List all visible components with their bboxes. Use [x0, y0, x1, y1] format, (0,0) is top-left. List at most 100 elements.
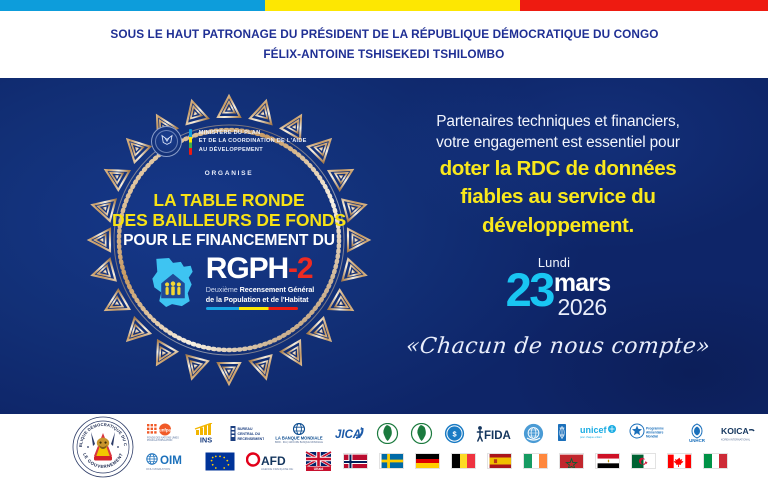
ministry-line-3: AU DÉVELOPPEMENT [198, 146, 263, 153]
flag-egypt [595, 453, 620, 469]
rgph-subtitle-line-1: Deuxième Recensement Général [205, 285, 315, 295]
rgph-main-text: RGPH [205, 251, 289, 285]
svg-text:CENTRAL DU: CENTRAL DU [238, 432, 261, 436]
svg-text:$: $ [452, 429, 456, 438]
ministry-identity: MINISTÈRE DU PLAN ET DE LA COORDINATION … [151, 126, 306, 157]
jica-logo: JICA [334, 423, 365, 444]
flag-canada [667, 453, 692, 469]
unhcr-logo: UNHCR [684, 422, 710, 444]
svg-text:unicef: unicef [580, 425, 608, 435]
svg-text:RECENSEMENT: RECENSEMENT [238, 437, 265, 441]
partner-logo-row-2: OIM ONU MIGRATION [146, 449, 768, 474]
rgph-tricolor-underline [205, 306, 298, 311]
event-date: Lundi 23 mars 2026 [505, 256, 612, 321]
svg-text:KOICA: KOICA [721, 426, 749, 436]
patronage-line-2: FÉLIX-ANTOINE TSHISEKEDI TSHILOMBO [263, 46, 505, 61]
flag-norway [343, 453, 368, 469]
rgph-subtitle-thin: Deuxième [205, 285, 240, 295]
union-europeenne-logo [205, 451, 235, 472]
afd-logo: AFD AGENCE FRANÇAISE DE DÉVELOPPEMENT [246, 451, 294, 472]
svg-text:Programme: Programme [646, 426, 664, 430]
ministry-color-bars [189, 128, 192, 155]
fmi-logo: $ [444, 423, 465, 444]
svg-text:OIM: OIM [160, 454, 182, 467]
tricolor-blue-segment [0, 0, 265, 11]
unfpa-logo: unfpa FONDS DES NATIONS UNIES POUR LA PO… [146, 423, 182, 444]
drc-map-house-icon [152, 257, 193, 308]
partners-footer: RÉPUBLIQUE DÉMOCRATIQUE DU CONGO LE GOUV… [0, 412, 768, 480]
svg-text:UKaid: UKaid [314, 467, 324, 471]
flag-algeria [631, 453, 656, 469]
intro-line-2: votre engagement est essentiel pour [436, 133, 680, 151]
svg-text:Alimentaire: Alimentaire [646, 430, 664, 434]
patronage-header: SOUS LE HAUT PATRONAGE DU PRÉSIDENT DE L… [0, 11, 768, 78]
fida-logo: FIDA [476, 423, 512, 444]
event-emblem-block: MINISTÈRE DU PLAN ET DE LA COORDINATION … [84, 78, 374, 414]
event-title-line-3: POUR LE FINANCEMENT DU [123, 231, 335, 249]
svg-text:BUREAU: BUREAU [238, 427, 253, 431]
patronage-line-1: SOUS LE HAUT PATRONAGE DU PRÉSIDENT DE L… [109, 27, 659, 42]
highlight-line-2: fiables au service du [460, 185, 656, 209]
tricolor-yellow-segment [265, 0, 520, 11]
partner-logo-row-1: unfpa FONDS DES NATIONS UNIES POUR LA PO… [146, 421, 768, 446]
flag-germany [415, 453, 440, 469]
tricolor-red-segment [520, 0, 768, 11]
date-month: mars [553, 269, 611, 298]
rgph-suffix: -2 [288, 251, 314, 285]
svg-text:FONDS DES NATIONS UNIES: FONDS DES NATIONS UNIES [147, 436, 179, 439]
svg-text:JICA: JICA [335, 429, 361, 441]
ministry-line-1: MINISTÈRE DU PLAN [198, 129, 261, 136]
flag-belgium [451, 453, 476, 469]
flag-ireland [523, 453, 548, 469]
organise-label: ORGANISE [204, 170, 254, 177]
rgph-logo: RGPH-2 Deuxième Recensement Général de l… [144, 251, 315, 311]
svg-text:unfpa: unfpa [159, 427, 172, 432]
svg-text:POUR LA POPULATION: POUR LA POPULATION [147, 439, 173, 442]
intro-line-1: Partenaires techniques et financiers, [436, 113, 680, 130]
flag-spain [487, 453, 512, 469]
ministry-seal-icon [151, 126, 183, 157]
unicef-logo: unicef pour chaque enfant [580, 423, 618, 444]
date-year: 2026 [557, 294, 608, 321]
union-africaine-logo [376, 422, 399, 444]
pam-logo: Programme Alimentaire Mondial [629, 423, 673, 444]
government-seal: RÉPUBLIQUE DÉMOCRATIQUE DU CONGO LE GOUV… [70, 412, 134, 478]
highlight-line-1: doter la RDC de données [439, 157, 677, 181]
koica-logo: KOICA KOREA INTERNATIONAL [721, 423, 755, 444]
svg-text:FIDA: FIDA [484, 430, 511, 442]
flag-morocco [559, 453, 584, 469]
svg-text:AFD: AFD [261, 454, 286, 468]
ministry-name: MINISTÈRE DU PLAN ET DE LA COORDINATION … [199, 129, 307, 155]
svg-text:KOREA INTERNATIONAL: KOREA INTERNATIONAL [721, 438, 751, 441]
date-day: 23 [505, 263, 556, 317]
ins-logo: INS [193, 422, 219, 444]
event-title-line-2: DES BAILLEURS DE FONDS [111, 210, 347, 231]
flag-italy [703, 453, 728, 469]
event-slogan: «Chacun de nous compte» [404, 334, 712, 360]
svg-text:ONU MIGRATION: ONU MIGRATION [146, 467, 170, 471]
main-banner: MINISTÈRE DU PLAN ET DE LA COORDINATION … [0, 78, 768, 414]
pnud-logo [555, 423, 569, 444]
svg-text:AGENCE FRANÇAISE DE DÉVELOPPEM: AGENCE FRANÇAISE DE DÉVELOPPEMENT [261, 466, 294, 471]
banque-mondiale-logo: LA BANQUE MONDIALE BIRD · IDA | GROUPE B… [275, 422, 323, 444]
message-block: Partenaires techniques et financiers, vo… [388, 78, 728, 414]
rgph-subtitle-bold: Recensement Général [239, 285, 315, 295]
svg-text:UNHCR: UNHCR [689, 438, 706, 443]
svg-text:BIRD · IDA | GROUPE BANQUE MON: BIRD · IDA | GROUPE BANQUE MONDIALE [275, 441, 323, 444]
nations-unies-logo [523, 423, 544, 444]
svg-text:INS: INS [200, 435, 212, 444]
svg-text:LA BANQUE MONDIALE: LA BANQUE MONDIALE [275, 435, 322, 440]
ministry-line-2: ET DE LA COORDINATION DE L'AIDE [198, 138, 307, 145]
svg-text:pour chaque enfant: pour chaque enfant [580, 436, 602, 439]
tricolor-bar [0, 0, 768, 11]
svg-text:Mondial: Mondial [646, 434, 658, 438]
uk-aid-logo: UKaid [305, 450, 332, 472]
oim-logo: OIM ONU MIGRATION [146, 451, 194, 472]
rgph-subtitle-line-2: de la Population et de l'Habitat [205, 294, 309, 304]
partner-logos: unfpa FONDS DES NATIONS UNIES POUR LA PO… [146, 421, 768, 474]
event-title-line-1: LA TABLE RONDE [153, 190, 305, 210]
bureau-central-recensement-logo: BUREAU CENTRAL DU RECENSEMENT [230, 423, 264, 444]
bad-logo [410, 422, 433, 444]
flag-sweden [379, 453, 404, 469]
highlight-line-3: développement. [482, 213, 634, 237]
